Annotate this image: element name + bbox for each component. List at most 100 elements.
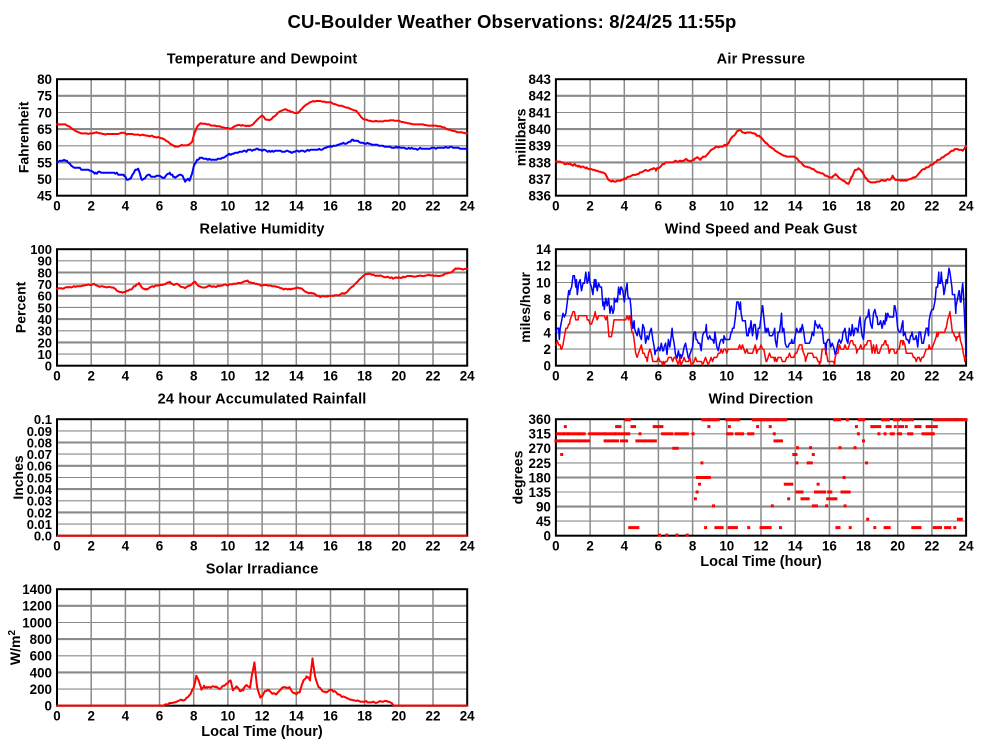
- svg-text:24: 24: [959, 199, 974, 214]
- svg-text:10: 10: [220, 199, 235, 214]
- svg-text:0.03: 0.03: [27, 494, 52, 509]
- svg-text:22: 22: [426, 539, 441, 554]
- svg-text:6: 6: [655, 199, 662, 214]
- svg-text:600: 600: [30, 649, 52, 664]
- svg-text:12: 12: [754, 539, 769, 554]
- svg-text:degrees: degrees: [510, 450, 526, 504]
- svg-text:10: 10: [719, 199, 734, 214]
- svg-text:12: 12: [754, 369, 769, 384]
- svg-text:360: 360: [529, 412, 551, 427]
- svg-text:20: 20: [391, 199, 406, 214]
- svg-text:0: 0: [543, 359, 550, 374]
- svg-text:millibars: millibars: [513, 108, 529, 166]
- svg-text:12: 12: [255, 369, 270, 384]
- svg-text:0.07: 0.07: [27, 447, 52, 462]
- svg-text:135: 135: [529, 485, 552, 500]
- svg-text:4: 4: [122, 709, 130, 724]
- svg-text:10: 10: [38, 347, 52, 362]
- svg-text:70: 70: [37, 105, 52, 120]
- svg-text:0.04: 0.04: [27, 482, 53, 497]
- svg-text:20: 20: [391, 709, 406, 724]
- svg-text:6: 6: [156, 709, 163, 724]
- svg-text:6: 6: [156, 539, 163, 554]
- svg-text:16: 16: [323, 199, 338, 214]
- svg-text:20: 20: [391, 369, 406, 384]
- svg-text:Temperature and Dewpoint: Temperature and Dewpoint: [167, 52, 358, 68]
- svg-text:24: 24: [460, 199, 475, 214]
- svg-text:Percent: Percent: [13, 281, 29, 333]
- svg-text:2: 2: [586, 539, 593, 554]
- svg-text:16: 16: [822, 539, 837, 554]
- svg-text:837: 837: [529, 172, 551, 187]
- svg-text:840: 840: [529, 122, 551, 137]
- svg-text:4: 4: [122, 539, 130, 554]
- svg-text:50: 50: [38, 300, 52, 315]
- svg-text:12: 12: [255, 709, 270, 724]
- svg-text:1200: 1200: [22, 599, 52, 614]
- svg-text:24: 24: [959, 369, 974, 384]
- svg-text:8: 8: [190, 539, 198, 554]
- svg-text:2: 2: [87, 539, 94, 554]
- svg-text:0.09: 0.09: [27, 424, 52, 439]
- svg-text:Local Time (hour): Local Time (hour): [201, 724, 323, 740]
- svg-text:6: 6: [655, 539, 662, 554]
- svg-text:16: 16: [323, 709, 338, 724]
- svg-text:839: 839: [529, 139, 551, 154]
- svg-text:50: 50: [37, 172, 52, 187]
- svg-text:8: 8: [190, 369, 198, 384]
- svg-text:60: 60: [37, 139, 52, 154]
- svg-text:2: 2: [87, 199, 94, 214]
- svg-text:0.0: 0.0: [34, 529, 52, 544]
- svg-text:14: 14: [536, 242, 551, 257]
- svg-text:0.05: 0.05: [27, 470, 52, 485]
- svg-text:8: 8: [689, 369, 697, 384]
- svg-text:0: 0: [45, 359, 52, 374]
- svg-text:0: 0: [53, 539, 60, 554]
- svg-text:20: 20: [391, 539, 406, 554]
- svg-text:16: 16: [323, 369, 338, 384]
- svg-text:70: 70: [38, 277, 52, 292]
- svg-text:2: 2: [87, 369, 94, 384]
- svg-text:55: 55: [37, 155, 52, 170]
- svg-text:10: 10: [719, 539, 734, 554]
- svg-text:12: 12: [255, 539, 270, 554]
- svg-text:Air Pressure: Air Pressure: [717, 52, 806, 68]
- svg-text:100: 100: [30, 242, 52, 257]
- svg-text:75: 75: [37, 89, 52, 104]
- svg-text:6: 6: [655, 369, 662, 384]
- svg-text:4: 4: [122, 369, 130, 384]
- svg-text:16: 16: [822, 199, 837, 214]
- svg-text:65: 65: [37, 122, 52, 137]
- svg-text:45: 45: [536, 514, 551, 529]
- svg-text:838: 838: [529, 155, 552, 170]
- svg-text:2: 2: [586, 369, 593, 384]
- svg-text:8: 8: [689, 199, 697, 214]
- svg-text:18: 18: [856, 199, 871, 214]
- svg-text:0: 0: [552, 369, 559, 384]
- svg-text:18: 18: [856, 539, 871, 554]
- svg-text:14: 14: [289, 199, 304, 214]
- svg-text:0.06: 0.06: [27, 459, 52, 474]
- svg-text:Solar Irradiance: Solar Irradiance: [206, 562, 319, 578]
- svg-text:2: 2: [543, 342, 550, 357]
- svg-text:miles/hour: miles/hour: [517, 271, 533, 342]
- svg-text:0.01: 0.01: [27, 517, 52, 532]
- svg-text:10: 10: [220, 539, 235, 554]
- svg-text:12: 12: [536, 259, 551, 274]
- svg-text:22: 22: [426, 199, 441, 214]
- svg-text:0: 0: [552, 199, 559, 214]
- svg-text:400: 400: [30, 665, 52, 680]
- svg-text:16: 16: [822, 369, 837, 384]
- svg-text:80: 80: [37, 72, 52, 87]
- svg-text:22: 22: [426, 369, 441, 384]
- svg-text:12: 12: [255, 199, 270, 214]
- svg-text:800: 800: [30, 632, 52, 647]
- svg-text:4: 4: [621, 199, 629, 214]
- svg-text:8: 8: [190, 199, 198, 214]
- svg-text:270: 270: [529, 441, 551, 456]
- svg-text:20: 20: [38, 335, 52, 350]
- svg-text:14: 14: [289, 369, 304, 384]
- svg-text:2: 2: [586, 199, 593, 214]
- svg-text:22: 22: [426, 709, 441, 724]
- svg-text:24 hour Accumulated Rainfall: 24 hour Accumulated Rainfall: [158, 392, 367, 408]
